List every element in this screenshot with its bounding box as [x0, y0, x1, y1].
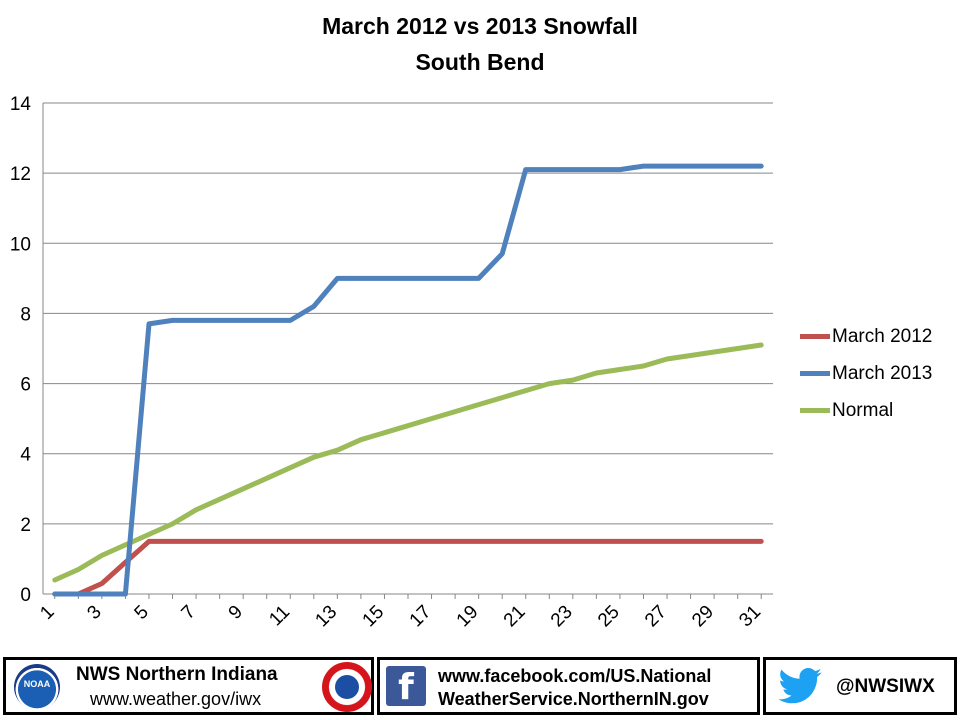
y-tick-label-14: 14 — [10, 94, 32, 115]
legend-label-march-2012: March 2012 — [832, 325, 933, 347]
legend-swatch-march-2012 — [800, 334, 830, 339]
nws-logo — [322, 662, 372, 712]
x-tick-label-27: 27 — [641, 602, 671, 632]
y-tick-label-4: 4 — [20, 445, 31, 466]
x-tick-label-15: 15 — [359, 602, 389, 632]
x-tick-label-23: 23 — [547, 602, 577, 632]
office-url[interactable]: www.weather.gov/iwx — [90, 689, 262, 709]
legend-swatch-normal — [800, 408, 830, 413]
x-tick-label-19: 19 — [453, 602, 483, 632]
x-tick-label-11: 11 — [265, 602, 294, 631]
y-tick-label-2: 2 — [20, 515, 31, 536]
y-tick-label-6: 6 — [20, 375, 31, 396]
y-tick-label-8: 8 — [20, 304, 31, 325]
footer-office-box: NOAA NWS Northern Indiana www.weather.go… — [3, 657, 374, 715]
noaa-logo-text: NOAA — [23, 679, 51, 689]
footer-banner: NOAA NWS Northern Indiana www.weather.go… — [0, 655, 960, 720]
legend-label-march-2013: March 2013 — [832, 362, 933, 384]
x-tick-label-5: 5 — [131, 602, 153, 624]
y-tick-label-12: 12 — [10, 164, 31, 185]
legend-item-march-2013: March 2013 — [800, 355, 932, 392]
x-tick-label-17: 17 — [406, 602, 436, 632]
series-line-normal — [52, 342, 764, 583]
legend-label-normal: Normal — [832, 399, 894, 421]
facebook-icon[interactable]: f — [386, 666, 426, 708]
office-name: NWS Northern Indiana — [76, 664, 278, 685]
nws-logo-center — [335, 675, 359, 699]
x-tick-label-29: 29 — [688, 602, 718, 632]
x-tick-label-1: 1 — [36, 602, 58, 624]
legend-item-normal: Normal — [800, 392, 932, 429]
x-tick-label-7: 7 — [178, 602, 200, 624]
x-tick-label-21: 21 — [500, 602, 530, 632]
twitter-bird-icon[interactable] — [778, 668, 822, 704]
footer-twitter-box: @NWSIWX — [763, 657, 957, 715]
legend-swatch-march-2013 — [800, 371, 830, 376]
noaa-logo — [14, 664, 60, 710]
x-tick-label-13: 13 — [311, 602, 341, 632]
footer-facebook-box: f www.facebook.com/US.National WeatherSe… — [377, 657, 760, 715]
twitter-handle[interactable]: @NWSIWX — [836, 676, 935, 697]
y-tick-label-0: 0 — [20, 585, 31, 606]
x-tick-label-3: 3 — [83, 602, 105, 624]
series-line-march-2012 — [52, 538, 764, 597]
chart-title-line2: South Bend — [415, 49, 545, 75]
x-tick-label-25: 25 — [594, 602, 624, 632]
facebook-url-line2[interactable]: WeatherService.NorthernIN.gov — [438, 689, 709, 709]
chart-legend: March 2012 March 2013 Normal — [800, 318, 932, 429]
series-line-march-2013 — [52, 163, 764, 597]
y-tick-label-10: 10 — [10, 234, 31, 255]
x-tick-label-31: 31 — [735, 602, 765, 632]
legend-item-march-2012: March 2012 — [800, 318, 932, 355]
facebook-url-line1[interactable]: www.facebook.com/US.National — [438, 666, 712, 686]
chart-title-line1: March 2012 vs 2013 Snowfall — [322, 13, 638, 39]
x-tick-label-9: 9 — [225, 602, 247, 624]
